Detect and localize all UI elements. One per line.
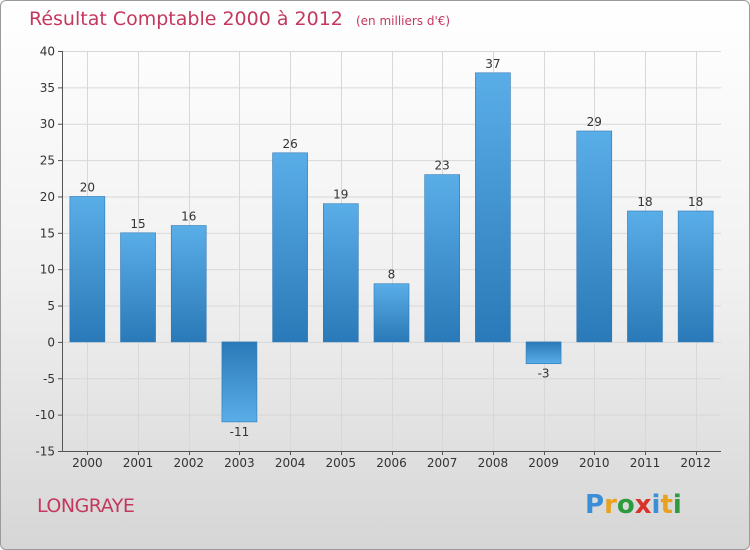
logo-letter: o [616, 490, 635, 520]
x-tick-label: 2004 [275, 456, 306, 470]
logo-letter: r [604, 490, 617, 520]
y-tick-label: 0 [47, 335, 55, 349]
title-row: Résultat Comptable 2000 à 2012 (en milli… [29, 8, 450, 30]
logo-letter: P [585, 490, 605, 520]
bar [221, 341, 258, 423]
y-tick-label: -15 [35, 445, 55, 459]
bar-value-label: 26 [282, 137, 297, 151]
bar-value-label: 19 [333, 188, 348, 202]
y-tick-label: -10 [35, 408, 55, 422]
bar-value-label: 20 [80, 180, 95, 194]
x-tick-label: 2006 [376, 456, 407, 470]
x-tick-label: 2000 [72, 456, 103, 470]
town-name: LONGRAYE [37, 495, 135, 517]
y-tick-label: 10 [40, 263, 55, 277]
y-tick-label: 35 [40, 81, 55, 95]
bar [120, 232, 156, 343]
bar [627, 210, 663, 343]
bar [323, 203, 359, 343]
bar [525, 341, 562, 365]
bar [677, 210, 714, 343]
y-tick-label: 40 [40, 45, 55, 59]
y-tick-label: 5 [47, 299, 55, 313]
bar-value-label: 18 [688, 195, 703, 209]
bar [272, 152, 308, 343]
logo-letter: t [660, 490, 673, 520]
bar [475, 72, 511, 343]
bar-value-label: -3 [538, 367, 550, 381]
chart-subtitle: (en milliers d'€) [355, 14, 451, 28]
bar [424, 174, 460, 343]
x-tick-label: 2002 [173, 456, 204, 470]
bar-value-label: 18 [637, 195, 652, 209]
logo-letter: i [672, 490, 682, 520]
logo-letter: x [634, 490, 652, 520]
label-layer: 20 15 16 -11 26 19 8 23 37 -3 29 18 18 [80, 57, 704, 439]
x-tick-label: 2003 [224, 456, 255, 470]
chart-title: Résultat Comptable 2000 à 2012 [29, 8, 343, 30]
x-tick-label: 2007 [427, 456, 458, 470]
bar-value-label: -11 [230, 425, 250, 439]
bar-value-label: 15 [130, 217, 145, 231]
logo-letter: i [651, 490, 661, 520]
y-tick-label: 20 [40, 190, 55, 204]
y-tick-label: 25 [40, 154, 55, 168]
axis-layer: 40 35 30 25 20 15 10 5 0 -5 -10 -15 2000 2001 2002 2003… [35, 45, 721, 470]
x-tick-label: 2012 [680, 456, 711, 470]
bar-value-label: 37 [485, 57, 500, 71]
x-tick-label: 2008 [478, 456, 509, 470]
bar [373, 283, 410, 343]
y-tick-label: 15 [40, 226, 55, 240]
y-tick-label: 30 [40, 117, 55, 131]
x-tick-label: 2011 [630, 456, 661, 470]
proxiti-logo[interactable]: Proxiti [585, 490, 682, 520]
y-tick-label: -5 [43, 372, 55, 386]
x-tick-label: 2001 [123, 456, 154, 470]
x-tick-label: 2005 [326, 456, 357, 470]
bar-value-label: 29 [587, 115, 602, 129]
grid-layer [62, 51, 721, 452]
bar [170, 225, 207, 343]
bar-layer [69, 72, 714, 423]
bar [69, 196, 106, 343]
bar-value-label: 8 [388, 268, 396, 282]
x-tick-label: 2010 [579, 456, 610, 470]
bar-value-label: 23 [435, 159, 450, 173]
bar-value-label: 16 [181, 210, 196, 224]
x-tick-label: 2009 [528, 456, 559, 470]
bar [576, 130, 613, 343]
